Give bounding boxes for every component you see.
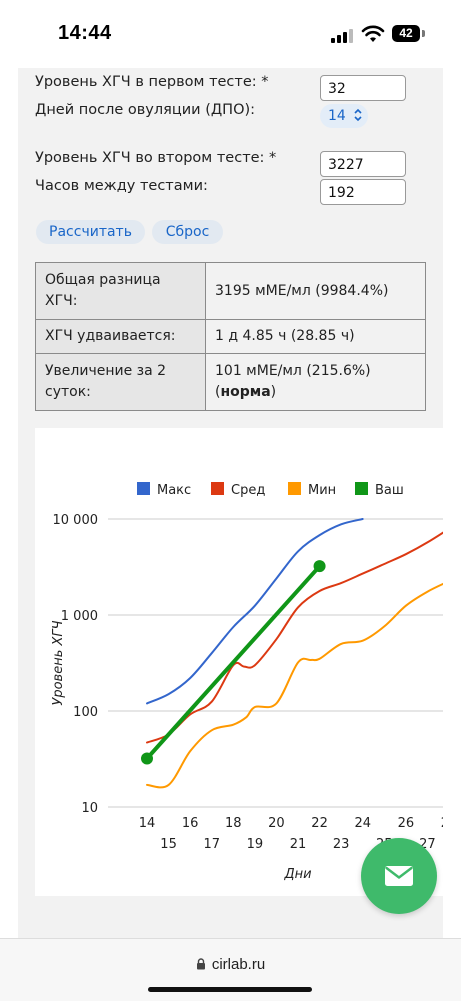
battery-icon: 42 bbox=[392, 25, 420, 42]
results-table: Общая разница ХГЧ: 3195 мМЕ/мл (9984.4%)… bbox=[35, 262, 426, 411]
legend-swatch bbox=[137, 482, 150, 495]
y-tick-label: 10 bbox=[81, 801, 98, 816]
hcg1-input[interactable]: 32 bbox=[320, 75, 406, 101]
page-margin-right bbox=[443, 68, 461, 938]
wifi-icon bbox=[361, 25, 385, 42]
legend-label: Мин bbox=[308, 483, 336, 498]
x-tick-label: 24 bbox=[354, 816, 371, 831]
x-tick-label: 14 bbox=[139, 816, 156, 831]
lock-icon bbox=[196, 958, 205, 970]
x-tick-label: 19 bbox=[247, 837, 264, 852]
y-tick-label: 10 000 bbox=[53, 513, 99, 528]
x-axis-title: Дни bbox=[283, 867, 311, 882]
x-tick-label: 22 bbox=[311, 816, 328, 831]
calculate-button[interactable]: Рассчитать bbox=[36, 220, 145, 244]
x-tick-label: 16 bbox=[182, 816, 199, 831]
url-text: cirlab.ru bbox=[211, 956, 266, 973]
battery-level: 42 bbox=[399, 26, 413, 40]
reset-button[interactable]: Сброс bbox=[152, 220, 223, 244]
data-point bbox=[313, 560, 326, 573]
result-key: Увеличение за 2 суток: bbox=[35, 353, 206, 411]
chevron-up-down-icon bbox=[354, 108, 362, 122]
x-tick-label: 17 bbox=[203, 837, 220, 852]
x-tick-label: 20 bbox=[268, 816, 285, 831]
y-tick-label: 1 000 bbox=[61, 609, 98, 624]
table-row: Увеличение за 2 суток: 101 мМЕ/мл (215.6… bbox=[35, 353, 426, 411]
series-line bbox=[145, 564, 322, 761]
series-line bbox=[146, 580, 450, 789]
status-time: 14:44 bbox=[58, 22, 112, 44]
home-indicator bbox=[148, 987, 312, 992]
series-line bbox=[146, 518, 364, 705]
x-tick-label: 23 bbox=[333, 837, 350, 852]
legend-swatch bbox=[211, 482, 224, 495]
x-tick-label: 18 bbox=[225, 816, 242, 831]
hcg1-label: Уровень ХГЧ в первом тесте: * bbox=[35, 74, 269, 90]
y-tick-label: 100 bbox=[73, 705, 98, 720]
page-margin-left bbox=[0, 68, 18, 938]
dpo-select-value: 14 bbox=[328, 108, 346, 124]
hours-label: Часов между тестами: bbox=[35, 178, 208, 194]
hours-input[interactable]: 192 bbox=[320, 179, 406, 205]
result-key: Общая разница ХГЧ: bbox=[35, 262, 206, 320]
result-status: норма bbox=[220, 384, 271, 400]
dpo-select[interactable]: 14 bbox=[320, 104, 368, 128]
legend-swatch bbox=[288, 482, 301, 495]
hcg-chart: 10 000 1 000 100 10 14 16 18 20 22 24 26 28 15 17 19 21… bbox=[51, 482, 457, 882]
legend-label: Сред bbox=[231, 483, 265, 498]
result-value-text: 101 мМЕ/мл (215.6%) ( bbox=[215, 363, 371, 400]
table-row: ХГЧ удваивается: 1 д 4.85 ч (28.85 ч) bbox=[35, 319, 426, 354]
y-axis-title: Уровень ХГЧ bbox=[51, 620, 66, 705]
dpo-label: Дней после овуляции (ДПО): bbox=[35, 102, 256, 118]
chart-card: 10 000 1 000 100 10 14 16 18 20 22 24 26 28 15 17 19 21… bbox=[35, 428, 457, 896]
browser-url-bar[interactable]: cirlab.ru bbox=[0, 938, 461, 1001]
x-tick-label: 21 bbox=[290, 837, 307, 852]
result-value: 1 д 4.85 ч (28.85 ч) bbox=[205, 319, 426, 354]
url-display[interactable]: cirlab.ru bbox=[0, 956, 461, 973]
contact-fab[interactable] bbox=[361, 838, 437, 914]
x-tick-label: 26 bbox=[398, 816, 415, 831]
result-key: ХГЧ удваивается: bbox=[35, 319, 206, 354]
x-tick-label: 15 bbox=[160, 837, 177, 852]
result-value-suffix: ) bbox=[270, 384, 277, 400]
battery-nub bbox=[422, 30, 425, 37]
status-bar: 14:44 42 bbox=[0, 0, 461, 68]
legend-swatch bbox=[355, 482, 368, 495]
hcg2-input[interactable]: 3227 bbox=[320, 151, 406, 177]
series-line bbox=[146, 527, 450, 744]
mail-icon bbox=[385, 866, 413, 886]
x-tick-label: 28 bbox=[441, 816, 443, 831]
hcg2-label: Уровень ХГЧ во втором тесте: * bbox=[35, 150, 277, 166]
result-value: 3195 мМЕ/мл (9984.4%) bbox=[205, 262, 426, 320]
legend-label: Макс bbox=[157, 483, 191, 498]
legend-label: Ваш bbox=[375, 483, 404, 498]
cellular-signal-icon bbox=[331, 27, 353, 43]
result-value: 101 мМЕ/мл (215.6%) (норма) bbox=[205, 353, 426, 411]
table-row: Общая разница ХГЧ: 3195 мМЕ/мл (9984.4%) bbox=[35, 262, 426, 320]
data-point bbox=[141, 752, 153, 765]
